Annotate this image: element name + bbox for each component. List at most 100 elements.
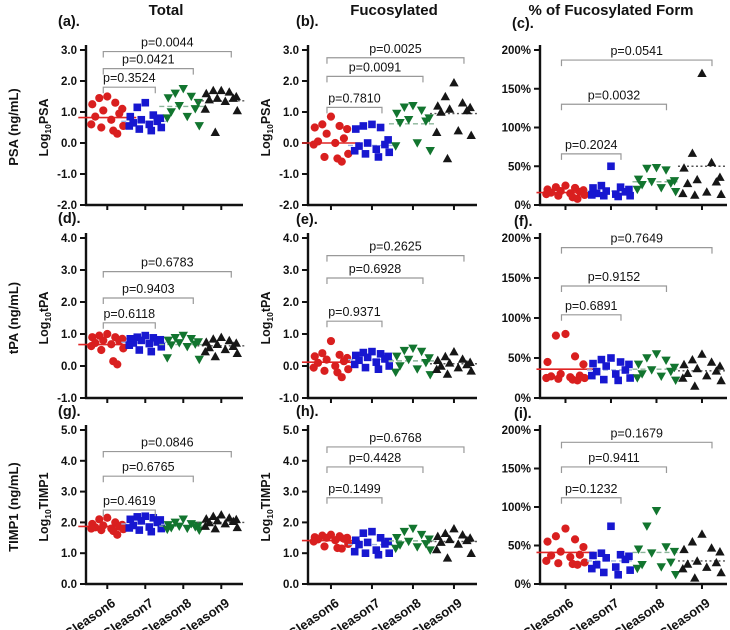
data-point bbox=[607, 522, 615, 531]
row-label-timp1: TIMP1 (ng/mL) bbox=[6, 462, 21, 552]
data-point bbox=[416, 106, 427, 116]
data-point bbox=[208, 511, 218, 521]
data-point bbox=[107, 115, 116, 124]
y-tick-label: 150% bbox=[502, 273, 531, 285]
data-point bbox=[232, 522, 242, 532]
data-point bbox=[408, 102, 418, 111]
p-value-label: p=0.6891 bbox=[565, 299, 618, 313]
data-point bbox=[453, 539, 463, 548]
y-tick-label: 50% bbox=[508, 161, 531, 173]
data-point bbox=[621, 188, 630, 196]
data-point bbox=[368, 347, 376, 356]
data-point bbox=[337, 373, 346, 382]
data-point bbox=[392, 109, 402, 119]
p-value-label: p=0.9411 bbox=[588, 451, 640, 465]
data-point bbox=[646, 549, 657, 558]
data-point bbox=[103, 92, 112, 101]
data-point bbox=[363, 353, 372, 362]
data-point bbox=[702, 371, 712, 380]
data-point bbox=[637, 181, 647, 190]
data-point bbox=[190, 105, 200, 114]
data-point bbox=[433, 355, 443, 365]
data-point bbox=[690, 190, 700, 199]
x-category-label: Gleason8 bbox=[611, 595, 668, 630]
data-point bbox=[602, 187, 610, 195]
data-point bbox=[339, 357, 349, 366]
data-point bbox=[449, 347, 459, 356]
significance-bracket bbox=[560, 441, 713, 449]
data-point bbox=[431, 127, 442, 136]
data-point bbox=[616, 550, 625, 559]
data-point bbox=[440, 528, 451, 537]
data-point bbox=[137, 115, 146, 124]
data-point bbox=[580, 373, 589, 383]
data-point bbox=[119, 525, 128, 534]
data-point bbox=[449, 77, 459, 87]
data-point bbox=[355, 142, 363, 150]
data-point bbox=[442, 553, 453, 562]
data-point bbox=[133, 333, 142, 341]
data-point bbox=[656, 563, 666, 572]
data-point bbox=[166, 341, 176, 350]
data-point bbox=[153, 518, 162, 527]
data-point bbox=[466, 548, 476, 557]
data-point bbox=[384, 136, 392, 144]
data-point bbox=[141, 98, 150, 107]
y-tick-label: -1.0 bbox=[279, 169, 299, 181]
data-point bbox=[462, 359, 472, 369]
panel-label-d: (d). bbox=[58, 211, 81, 227]
data-point bbox=[706, 357, 717, 366]
data-point bbox=[424, 354, 434, 363]
data-point bbox=[216, 85, 226, 95]
data-point bbox=[363, 139, 372, 147]
data-point bbox=[322, 129, 331, 138]
y-tick-label: 4.0 bbox=[283, 456, 299, 468]
data-point bbox=[661, 166, 671, 175]
significance-bracket bbox=[560, 59, 713, 67]
data-point bbox=[95, 515, 104, 524]
data-point bbox=[170, 334, 180, 343]
significance-bracket bbox=[102, 322, 156, 329]
panel-f: 200% 150% 100% 50% 0% p=0.6891 p=0.9152 p=0.764… bbox=[482, 212, 730, 408]
data-point bbox=[326, 112, 336, 121]
data-point bbox=[129, 521, 138, 530]
y-tick-label: 150% bbox=[502, 464, 531, 476]
data-point bbox=[632, 374, 643, 383]
data-point bbox=[178, 515, 188, 524]
data-point bbox=[656, 184, 666, 193]
data-point bbox=[566, 552, 575, 562]
data-point bbox=[200, 347, 210, 356]
y-tick-label: 1.0 bbox=[61, 548, 77, 560]
significance-bracket bbox=[560, 466, 668, 473]
y-tick-label: 2.0 bbox=[61, 517, 77, 529]
data-point bbox=[637, 560, 647, 570]
data-point bbox=[385, 148, 394, 157]
data-point bbox=[687, 355, 698, 364]
data-point bbox=[403, 355, 414, 365]
significance-bracket bbox=[326, 497, 383, 504]
significance-bracket bbox=[326, 57, 465, 64]
data-point bbox=[457, 530, 468, 539]
y-tick-label: -1.0 bbox=[279, 393, 299, 405]
data-point bbox=[597, 549, 606, 557]
data-point bbox=[182, 524, 192, 534]
data-point bbox=[431, 364, 442, 373]
y-tick-label: 5.0 bbox=[283, 425, 299, 437]
data-point bbox=[425, 146, 435, 156]
data-point bbox=[592, 560, 601, 569]
data-point bbox=[633, 175, 644, 185]
y-tick-label: 1.0 bbox=[61, 329, 77, 341]
data-point bbox=[318, 120, 327, 129]
data-point bbox=[416, 347, 427, 357]
p-value-label: p=0.0421 bbox=[122, 53, 175, 67]
p-value-label: p=0.1499 bbox=[328, 482, 381, 496]
data-point bbox=[374, 153, 383, 161]
data-point bbox=[642, 522, 652, 531]
data-point bbox=[570, 352, 580, 361]
data-point bbox=[390, 142, 401, 151]
data-point bbox=[442, 153, 453, 163]
y-tick-label: 100% bbox=[502, 502, 531, 514]
data-point bbox=[678, 373, 688, 382]
y-tick-label: 100% bbox=[502, 123, 531, 135]
y-tick-label: 1.0 bbox=[283, 329, 299, 341]
